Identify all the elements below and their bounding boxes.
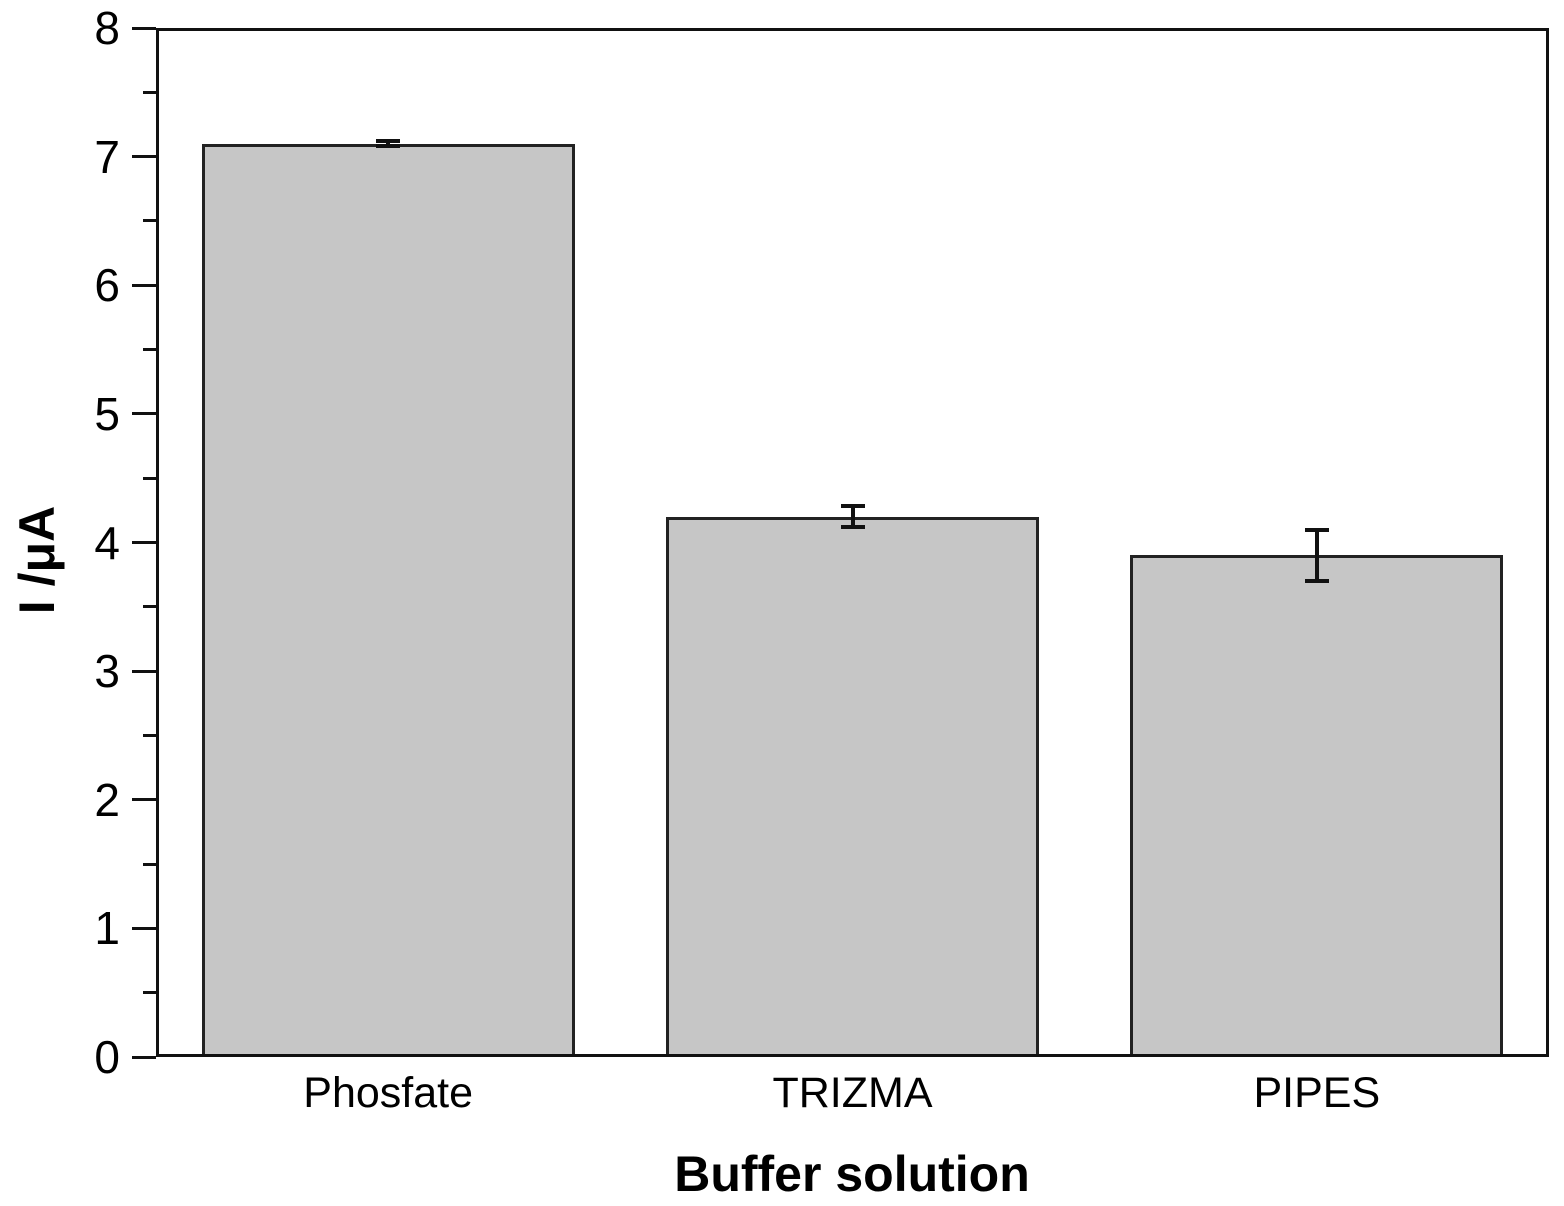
error-bar-bottom-cap <box>376 144 401 149</box>
y-tick-label: 5 <box>94 387 120 440</box>
error-bar-bottom-cap <box>840 525 865 530</box>
y-major-tick <box>132 926 156 930</box>
y-tick-label: 8 <box>94 2 120 54</box>
error-bar-top-cap <box>840 504 865 509</box>
y-tick-label: 3 <box>94 645 120 698</box>
y-tick-label: 0 <box>94 1031 120 1083</box>
y-major-tick <box>132 541 156 544</box>
error-bar-top-cap <box>1304 527 1329 532</box>
error-bar-stem <box>386 141 391 147</box>
bar <box>201 144 575 1054</box>
x-category-label: TRIZMA <box>772 1069 933 1117</box>
bar <box>1130 555 1504 1054</box>
y-tick-label: 2 <box>94 773 120 826</box>
y-major-tick <box>132 798 156 802</box>
y-tick-label: 1 <box>94 902 120 955</box>
y-major-tick <box>132 1055 156 1059</box>
error-bar-stem <box>850 506 855 528</box>
y-minor-tick <box>143 348 156 352</box>
y-tick-label: 6 <box>94 259 120 312</box>
y-tick-label: 7 <box>94 130 120 183</box>
y-major-tick <box>132 669 156 673</box>
y-minor-tick <box>143 733 156 737</box>
y-minor-tick <box>143 476 156 480</box>
y-minor-tick <box>143 605 156 609</box>
error-bar-stem <box>1314 529 1319 582</box>
y-major-tick <box>132 26 156 30</box>
error-bar-top-cap <box>376 139 401 144</box>
y-minor-tick <box>143 991 156 995</box>
x-axis-title: Buffer solution <box>674 1146 1030 1202</box>
bar <box>666 517 1039 1054</box>
y-minor-tick <box>143 219 156 223</box>
y-major-tick <box>132 412 156 416</box>
x-category-label: Phosfate <box>303 1069 474 1117</box>
y-major-tick <box>132 155 156 159</box>
y-major-tick <box>132 283 156 287</box>
y-minor-tick <box>143 862 156 866</box>
y-minor-tick <box>143 90 156 94</box>
x-category-label: PIPES <box>1253 1069 1381 1117</box>
error-bar-bottom-cap <box>1304 579 1329 584</box>
y-axis-title: I /μA <box>9 505 65 615</box>
y-tick-label: 4 <box>94 516 120 569</box>
